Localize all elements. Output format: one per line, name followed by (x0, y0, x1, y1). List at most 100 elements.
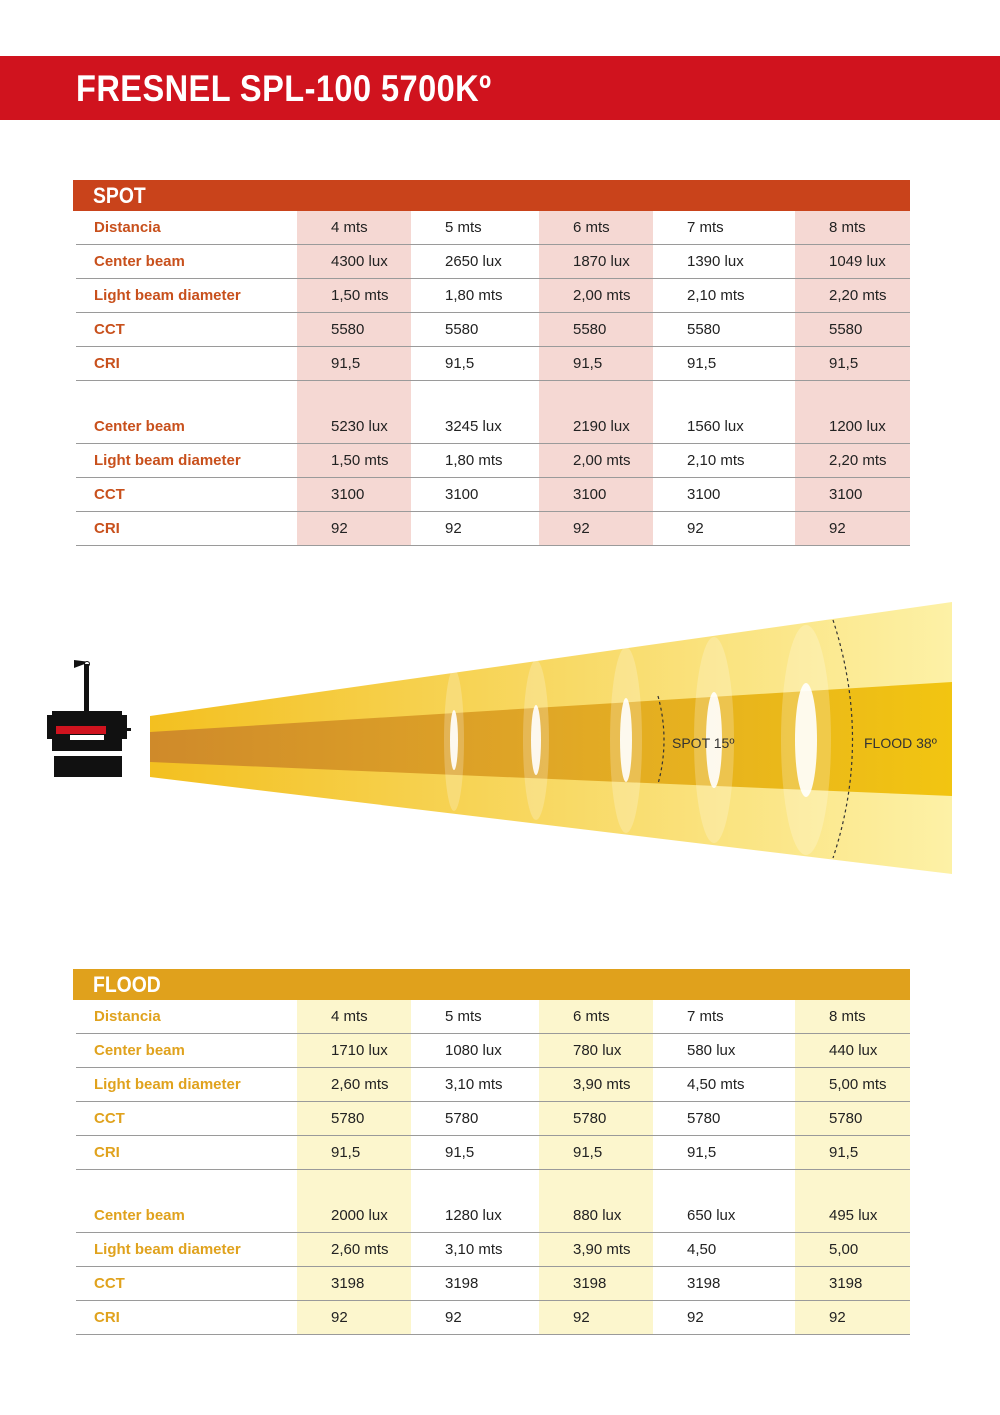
value-cell: 2,10 mts (653, 443, 795, 478)
value-cell: 92 (539, 511, 653, 546)
value-cell: 3198 (653, 1266, 795, 1301)
value-cell: 1,80 mts (411, 278, 539, 313)
beam-ring-core (620, 698, 632, 782)
value-cell: 3100 (411, 477, 539, 512)
table-row: CCT 5780 5780 5780 5780 5780 (76, 1101, 910, 1136)
value-cell: 5780 (297, 1101, 411, 1136)
value-cell: 92 (653, 1300, 795, 1335)
table-row: CCT 5580 5580 5580 5580 5580 (76, 312, 910, 347)
distance-cell: 8 mts (795, 211, 910, 245)
value-cell: 1,50 mts (297, 278, 411, 313)
table-row: Center beam 5230 lux 3245 lux 2190 lux 1… (76, 410, 910, 444)
value-cell: 1710 lux (297, 1033, 411, 1068)
value-cell: 2,10 mts (653, 278, 795, 313)
value-cell: 2190 lux (539, 410, 653, 444)
value-cell: 1,80 mts (411, 443, 539, 478)
table-row: CCT 3100 3100 3100 3100 3100 (76, 477, 910, 512)
value-cell: 91,5 (539, 1135, 653, 1170)
row-label: Center beam (76, 410, 297, 444)
page-title: FRESNEL SPL-100 5700Kº (76, 68, 492, 109)
table-row: CRI 92 92 92 92 92 (76, 511, 910, 546)
spot-beam-cone (150, 682, 952, 796)
beam-rings (444, 625, 831, 855)
value-cell: 2,60 mts (297, 1067, 411, 1102)
row-label: CCT (76, 477, 297, 512)
value-cell: 1,50 mts (297, 443, 411, 478)
value-cell: 91,5 (653, 1135, 795, 1170)
value-cell: 5580 (653, 312, 795, 347)
value-cell: 3245 lux (411, 410, 539, 444)
spacer-cell (297, 1169, 411, 1199)
value-cell: 2650 lux (411, 244, 539, 279)
value-cell: 5780 (653, 1101, 795, 1136)
row-label: CRI (76, 511, 297, 546)
spacer-cell (539, 380, 653, 410)
spot-angle-arc (657, 695, 665, 785)
value-cell: 3100 (653, 477, 795, 512)
value-cell: 3,10 mts (411, 1067, 539, 1102)
spacer-cell (76, 1170, 297, 1200)
value-cell: 3,10 mts (411, 1232, 539, 1267)
table-row: CCT 3198 3198 3198 3198 3198 (76, 1266, 910, 1301)
row-label: Center beam (76, 1033, 297, 1068)
value-cell: 440 lux (795, 1033, 910, 1068)
table-row: Light beam diameter 1,50 mts 1,80 mts 2,… (76, 443, 910, 478)
value-cell: 91,5 (795, 1135, 910, 1170)
value-cell: 1280 lux (411, 1199, 539, 1233)
value-cell: 92 (539, 1300, 653, 1335)
row-label: Light beam diameter (76, 1232, 297, 1267)
value-cell: 2,60 mts (297, 1232, 411, 1267)
value-cell: 5780 (411, 1101, 539, 1136)
distance-cell: 7 mts (653, 211, 795, 245)
value-cell: 3198 (539, 1266, 653, 1301)
spacer-cell (795, 380, 910, 410)
flood-section-header: FLOOD (73, 969, 910, 1000)
table-row: Distancia 4 mts 5 mts 6 mts 7 mts 8 mts (76, 211, 910, 245)
value-cell: 4,50 (653, 1232, 795, 1267)
value-cell: 91,5 (297, 1135, 411, 1170)
flood-heading: FLOOD (93, 972, 161, 997)
distance-cell: 6 mts (539, 211, 653, 245)
table-row: Center beam 4300 lux 2650 lux 1870 lux 1… (76, 244, 910, 279)
spot-section: SPOT Distancia 4 mts 5 mts 6 mts 7 mts 8… (73, 180, 910, 546)
value-cell: 780 lux (539, 1033, 653, 1068)
value-cell: 2,20 mts (795, 278, 910, 313)
row-label: CRI (76, 1300, 297, 1335)
beam-diagram: SPOT 15º FLOOD 38º (0, 590, 1000, 890)
distance-cell: 6 mts (539, 1000, 653, 1034)
value-cell: 5580 (411, 312, 539, 347)
value-cell: 1870 lux (539, 244, 653, 279)
spot-heading: SPOT (93, 183, 146, 208)
spacer-cell (297, 380, 411, 410)
row-label: Distancia (76, 211, 297, 245)
value-cell: 5580 (297, 312, 411, 347)
row-label: CCT (76, 1266, 297, 1301)
value-cell: 5780 (795, 1101, 910, 1136)
value-cell: 91,5 (411, 346, 539, 381)
spacer-cell (795, 1169, 910, 1199)
value-cell: 3100 (539, 477, 653, 512)
value-cell: 5580 (539, 312, 653, 347)
value-cell: 2000 lux (297, 1199, 411, 1233)
value-cell: 5780 (539, 1101, 653, 1136)
value-cell: 3198 (297, 1266, 411, 1301)
beam-ring-core (531, 705, 541, 775)
value-cell: 880 lux (539, 1199, 653, 1233)
value-cell: 1390 lux (653, 244, 795, 279)
beam-ring-core (795, 683, 817, 797)
fresnel-fixture-icon (47, 660, 131, 777)
value-cell: 650 lux (653, 1199, 795, 1233)
spacer-row (76, 1169, 910, 1200)
value-cell: 580 lux (653, 1033, 795, 1068)
row-label: Distancia (76, 1000, 297, 1034)
table-row: Distancia 4 mts 5 mts 6 mts 7 mts 8 mts (76, 1000, 910, 1034)
value-cell: 92 (297, 1300, 411, 1335)
value-cell: 1080 lux (411, 1033, 539, 1068)
spacer-cell (653, 381, 795, 411)
flood-table: Distancia 4 mts 5 mts 6 mts 7 mts 8 mts … (76, 1000, 910, 1335)
value-cell: 495 lux (795, 1199, 910, 1233)
distance-cell: 5 mts (411, 211, 539, 245)
spacer-cell (411, 381, 539, 411)
value-cell: 3,90 mts (539, 1232, 653, 1267)
value-cell: 91,5 (653, 346, 795, 381)
